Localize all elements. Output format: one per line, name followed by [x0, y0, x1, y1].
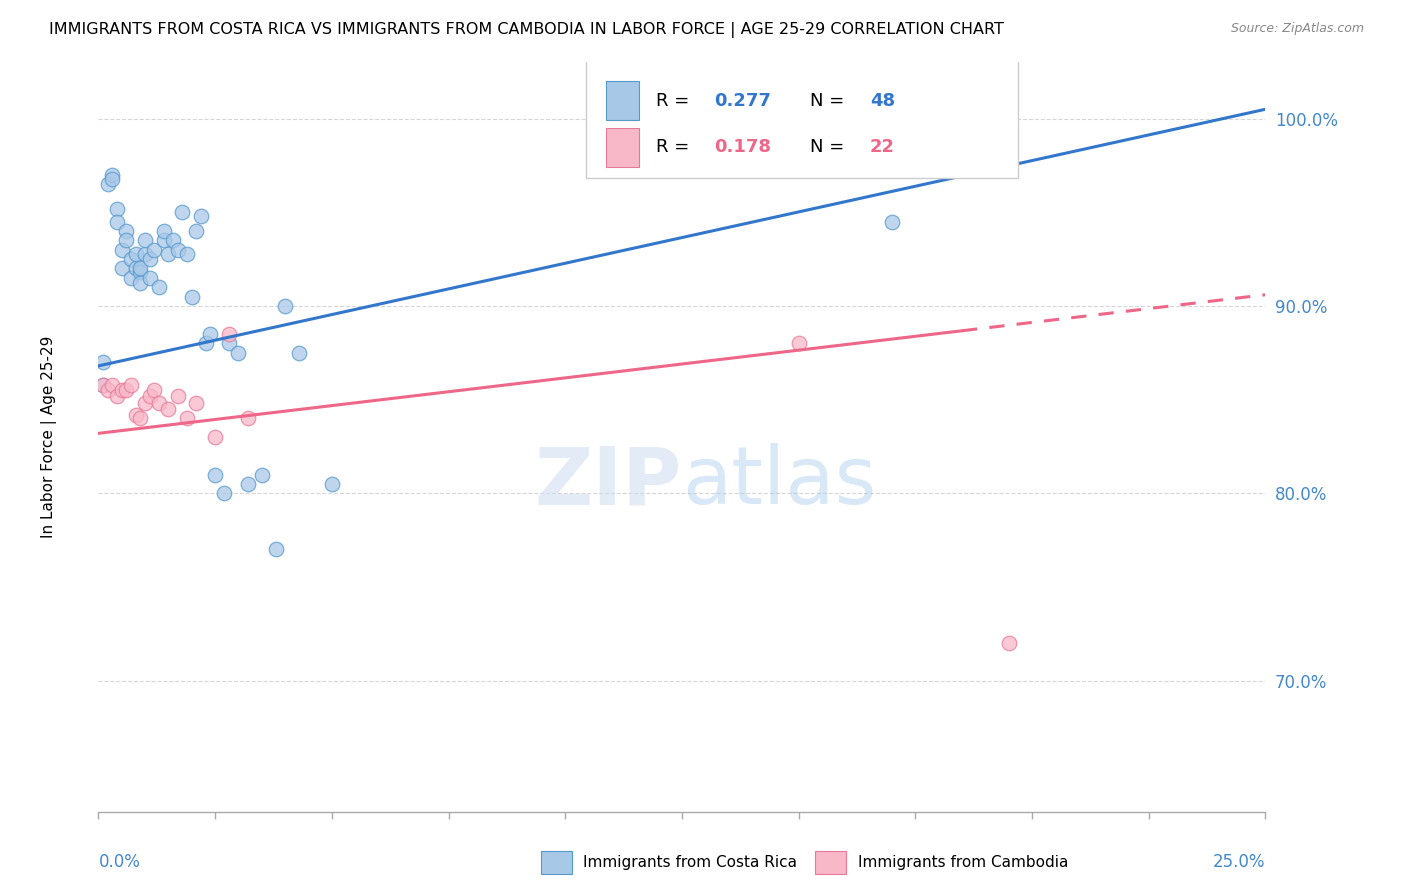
- Point: [218, 327, 240, 342]
- Point: [139, 252, 162, 266]
- Point: [228, 346, 250, 360]
- Point: [120, 377, 142, 392]
- Point: [321, 476, 343, 491]
- Point: [97, 178, 120, 192]
- Point: [200, 327, 222, 342]
- Point: [162, 233, 184, 247]
- Point: [139, 271, 162, 285]
- Text: 48: 48: [870, 92, 894, 110]
- Text: 22: 22: [870, 138, 894, 156]
- Point: [274, 299, 297, 313]
- Point: [190, 209, 212, 223]
- FancyBboxPatch shape: [606, 128, 638, 167]
- FancyBboxPatch shape: [541, 851, 572, 874]
- Point: [204, 467, 226, 482]
- Point: [143, 384, 166, 398]
- Text: IMMIGRANTS FROM COSTA RICA VS IMMIGRANTS FROM CAMBODIA IN LABOR FORCE | AGE 25-2: IMMIGRANTS FROM COSTA RICA VS IMMIGRANTS…: [49, 22, 1004, 38]
- Point: [101, 377, 124, 392]
- Point: [139, 389, 162, 403]
- Point: [172, 205, 194, 219]
- FancyBboxPatch shape: [586, 31, 1018, 178]
- Point: [125, 408, 148, 422]
- Point: [236, 411, 259, 425]
- Point: [111, 261, 134, 276]
- Text: R =: R =: [657, 138, 695, 156]
- Point: [120, 271, 142, 285]
- Point: [176, 246, 198, 260]
- Point: [129, 261, 152, 276]
- Text: 0.178: 0.178: [714, 138, 772, 156]
- Point: [134, 246, 156, 260]
- Text: atlas: atlas: [682, 443, 876, 521]
- Point: [101, 171, 124, 186]
- Text: 0.277: 0.277: [714, 92, 772, 110]
- Point: [218, 336, 240, 351]
- Point: [111, 384, 134, 398]
- Point: [157, 401, 180, 416]
- Point: [204, 430, 226, 444]
- Point: [157, 246, 180, 260]
- Point: [148, 280, 170, 294]
- Point: [152, 224, 174, 238]
- Text: Immigrants from Costa Rica: Immigrants from Costa Rica: [583, 855, 797, 870]
- Point: [186, 224, 208, 238]
- Point: [115, 233, 138, 247]
- Point: [129, 411, 152, 425]
- Point: [288, 346, 311, 360]
- Point: [125, 246, 148, 260]
- Point: [176, 411, 198, 425]
- Text: R =: R =: [657, 92, 695, 110]
- Point: [97, 384, 120, 398]
- Point: [250, 467, 273, 482]
- Point: [105, 202, 128, 216]
- Text: 0.0%: 0.0%: [98, 853, 141, 871]
- Point: [166, 243, 188, 257]
- Point: [91, 377, 114, 392]
- Point: [180, 289, 202, 303]
- Point: [236, 476, 259, 491]
- Point: [148, 396, 170, 410]
- Point: [186, 396, 208, 410]
- Point: [264, 542, 287, 557]
- Point: [134, 396, 156, 410]
- Point: [214, 486, 236, 500]
- Point: [129, 277, 152, 291]
- Point: [143, 243, 166, 257]
- Point: [129, 265, 152, 279]
- Text: N =: N =: [810, 92, 851, 110]
- Point: [101, 168, 124, 182]
- Point: [166, 389, 188, 403]
- Text: N =: N =: [810, 138, 851, 156]
- Point: [115, 384, 138, 398]
- Point: [91, 355, 114, 369]
- Point: [105, 215, 128, 229]
- Point: [134, 233, 156, 247]
- Point: [997, 112, 1019, 126]
- FancyBboxPatch shape: [815, 851, 846, 874]
- Point: [997, 636, 1019, 650]
- Point: [880, 215, 903, 229]
- Point: [194, 336, 217, 351]
- Point: [115, 224, 138, 238]
- Text: Source: ZipAtlas.com: Source: ZipAtlas.com: [1230, 22, 1364, 36]
- Text: Immigrants from Cambodia: Immigrants from Cambodia: [858, 855, 1069, 870]
- Text: 25.0%: 25.0%: [1213, 853, 1265, 871]
- Text: ZIP: ZIP: [534, 443, 682, 521]
- Point: [111, 243, 134, 257]
- Point: [787, 336, 810, 351]
- FancyBboxPatch shape: [606, 81, 638, 120]
- Point: [152, 233, 174, 247]
- Text: In Labor Force | Age 25-29: In Labor Force | Age 25-29: [41, 336, 58, 538]
- Point: [120, 252, 142, 266]
- Point: [105, 389, 128, 403]
- Point: [125, 261, 148, 276]
- Point: [91, 377, 114, 392]
